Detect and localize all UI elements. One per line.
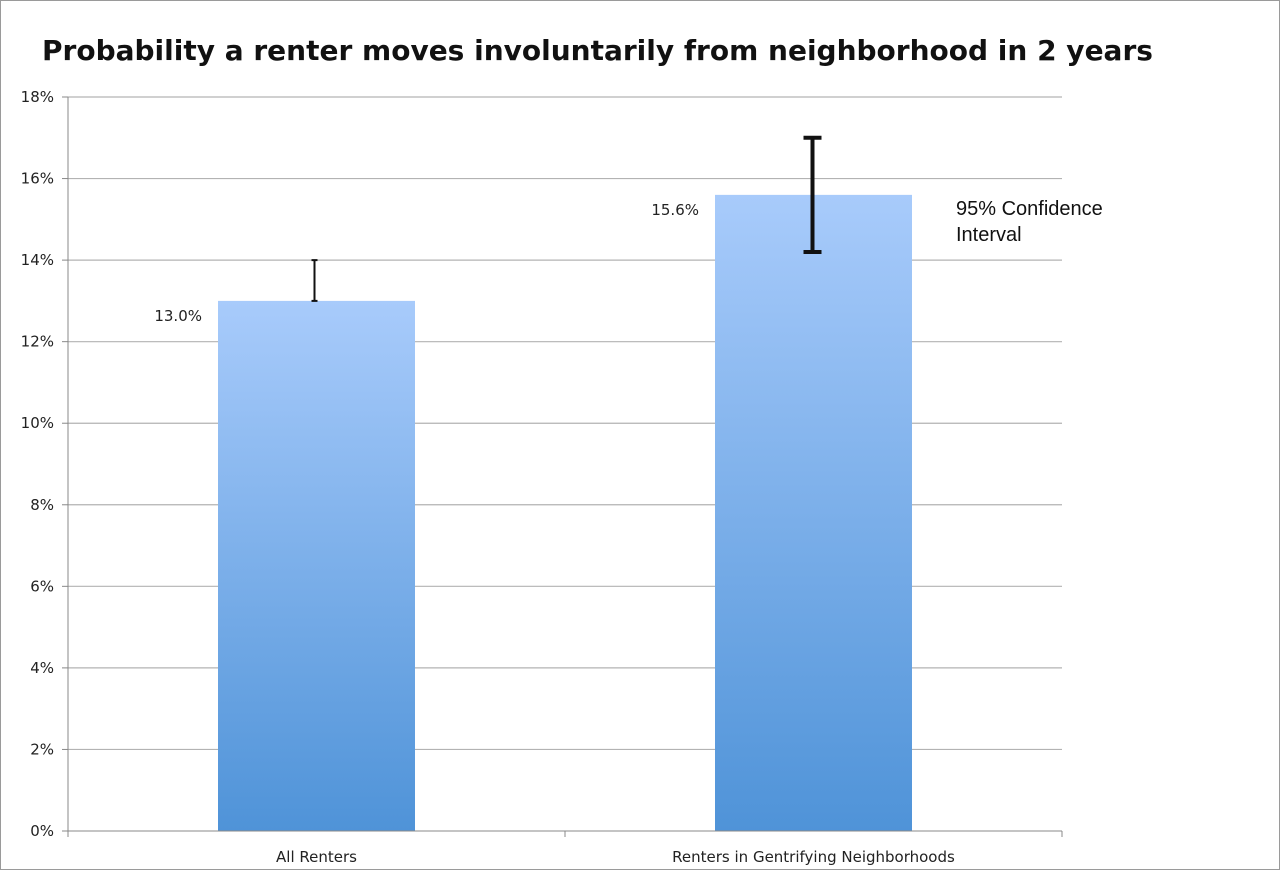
bar-value-label: 15.6% <box>651 201 699 219</box>
y-tick-label: 16% <box>21 170 54 188</box>
y-tick-label: 0% <box>30 822 54 840</box>
y-tick-label: 4% <box>30 659 54 677</box>
chart-title: Probability a renter moves involuntarily… <box>42 34 1153 67</box>
bar <box>715 194 912 831</box>
y-tick-label: 2% <box>30 740 54 758</box>
x-category-label: Renters in Gentrifying Neighborhoods <box>672 848 955 866</box>
bar <box>218 300 415 831</box>
y-tick-label: 10% <box>21 414 54 432</box>
y-tick-label: 12% <box>21 333 54 351</box>
y-tick-label: 6% <box>30 577 54 595</box>
y-tick-label: 8% <box>30 496 54 514</box>
y-tick-label: 14% <box>21 251 54 269</box>
bar-value-label: 13.0% <box>154 307 202 325</box>
y-tick-label: 18% <box>21 88 54 106</box>
confidence-interval-note: 95% Confidence Interval <box>956 198 1103 246</box>
x-category-label: All Renters <box>276 848 357 866</box>
